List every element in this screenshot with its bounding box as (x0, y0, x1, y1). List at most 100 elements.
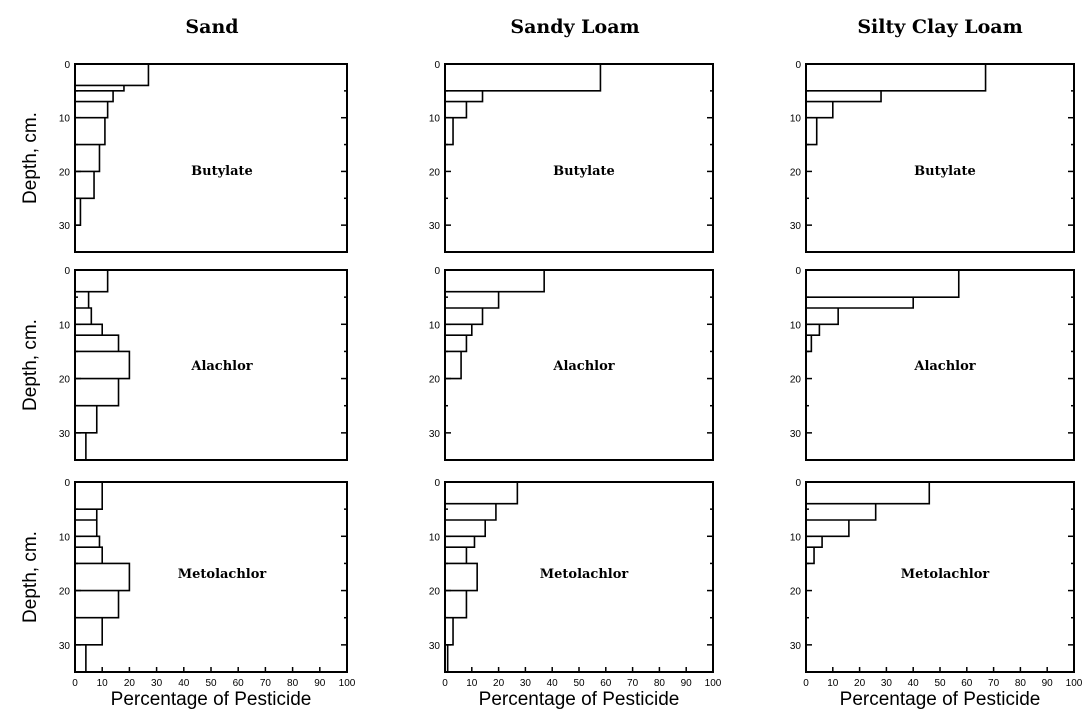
series-line-alachlor (444, 269, 545, 460)
y-tick-label: 10 (429, 320, 441, 331)
x-tick-label: 50 (934, 678, 946, 689)
x-tick-label: 40 (908, 678, 920, 689)
x-tick-label: 100 (339, 678, 356, 689)
y-axis-label-row-3: Depth, cm. (20, 531, 41, 623)
pesticide-label-metolachlor: Metolachlor (901, 567, 990, 582)
y-tick-label: 30 (790, 221, 802, 232)
y-axis-label-row-2: Depth, cm. (20, 319, 41, 411)
x-tick-label: 10 (97, 678, 109, 689)
x-tick-label: 40 (178, 678, 190, 689)
x-tick-label: 30 (881, 678, 893, 689)
plot-frame (74, 269, 348, 461)
x-tick-label: 50 (205, 678, 217, 689)
x-tick-label: 80 (1015, 678, 1027, 689)
x-axis-label: Percentage of Pesticide (111, 689, 312, 710)
series-line-metolachlor (805, 481, 931, 672)
panel-silty-clay-loam-metolachlor: 0 10 20 30 0 10 20 30 40 50 60 70 80 90 100 Metolachlor… (790, 478, 1083, 710)
y-tick-label: 30 (790, 641, 802, 652)
series-line-metolachlor (445, 481, 519, 673)
y-tick-label: 0 (795, 266, 801, 277)
x-tick-label: 80 (287, 678, 299, 689)
pesticide-label-alachlor: Alachlor (552, 359, 614, 374)
pesticide-label-alachlor: Alachlor (190, 359, 252, 374)
plot-frame (74, 63, 348, 253)
y-tick-label: 30 (429, 641, 441, 652)
y-tick-label: 0 (64, 266, 70, 277)
x-tick-label: 20 (854, 678, 866, 689)
x-tick-label: 40 (547, 678, 559, 689)
column-title-sand: Sand (185, 16, 238, 38)
y-tick-label: 20 (59, 167, 71, 178)
series-line-butylate (805, 63, 987, 252)
column-titles: Sand Sandy Loam Silty Clay Loam (185, 16, 1022, 38)
pesticide-label-metolachlor: Metolachlor (540, 567, 629, 582)
x-tick-label: 90 (1042, 678, 1054, 689)
y-tick-label: 30 (429, 429, 441, 440)
pesticide-label-alachlor: Alachlor (913, 359, 975, 374)
y-tick-label: 10 (59, 320, 71, 331)
x-tick-label: 50 (573, 678, 585, 689)
panel-sand-butylate: 0 10 20 30 Butylate (59, 60, 348, 253)
y-tick-label: 10 (429, 114, 441, 125)
x-tick-label: 70 (260, 678, 272, 689)
x-tick-label: 90 (314, 678, 326, 689)
series-line-metolachlor (75, 481, 131, 673)
y-tick-label: 10 (429, 532, 441, 543)
y-tick-label: 10 (59, 532, 71, 543)
x-tick-label: 60 (233, 678, 245, 689)
x-tick-label: 70 (988, 678, 1000, 689)
pesticide-label-butylate: Butylate (553, 164, 615, 179)
series-line-butylate (74, 63, 150, 252)
x-axis-label: Percentage of Pesticide (479, 689, 680, 710)
x-tick-label: 100 (705, 678, 722, 689)
x-tick-label: 20 (124, 678, 136, 689)
y-tick-label: 10 (790, 114, 802, 125)
y-axis-label-row-1: Depth, cm. (20, 112, 41, 204)
x-tick-label: 30 (151, 678, 163, 689)
x-tick-label: 60 (600, 678, 612, 689)
panel-silty-clay-loam-butylate: 0 10 20 30 Butylate (790, 60, 1075, 253)
panel-sandy-loam-butylate: 0 10 20 30 Butylate (429, 60, 714, 253)
x-tick-label: 100 (1066, 678, 1083, 689)
x-tick-label: 10 (466, 678, 478, 689)
y-tick-label: 20 (429, 587, 441, 598)
plot-frame (444, 63, 714, 253)
y-tick-label: 0 (434, 478, 440, 489)
y-tick-label: 0 (795, 60, 801, 71)
plot-frame (444, 269, 714, 461)
y-tick-label: 20 (59, 375, 71, 386)
pesticide-label-butylate: Butylate (191, 164, 253, 179)
x-tick-label: 0 (803, 678, 809, 689)
x-axis-label: Percentage of Pesticide (840, 689, 1041, 710)
y-tick-label: 20 (790, 375, 802, 386)
x-tick-label: 70 (627, 678, 639, 689)
x-tick-label: 10 (827, 678, 839, 689)
x-tick-label: 0 (442, 678, 448, 689)
panel-sandy-loam-metolachlor: 0 10 20 30 0 10 20 30 40 50 60 70 80 90 100 Metolachlor… (429, 478, 722, 710)
y-tick-label: 0 (434, 266, 440, 277)
y-tick-label: 0 (434, 60, 440, 71)
x-tick-label: 30 (520, 678, 532, 689)
y-tick-label: 30 (59, 429, 71, 440)
x-tick-label: 60 (961, 678, 973, 689)
y-tick-label: 30 (59, 641, 71, 652)
y-tick-label: 10 (790, 532, 802, 543)
y-tick-label: 0 (64, 60, 70, 71)
row-y-axis-labels: Depth, cm. Depth, cm. Depth, cm. (20, 112, 41, 623)
pesticide-label-metolachlor: Metolachlor (178, 567, 267, 582)
plot-frame (805, 63, 1075, 253)
series-line-alachlor (805, 269, 960, 460)
series-line-butylate (444, 63, 602, 252)
y-tick-label: 0 (795, 478, 801, 489)
column-title-silty-clay-loam: Silty Clay Loam (857, 16, 1022, 38)
y-tick-label: 30 (429, 221, 441, 232)
y-tick-label: 20 (429, 167, 441, 178)
y-tick-label: 20 (59, 587, 71, 598)
y-tick-label: 20 (790, 587, 802, 598)
y-tick-label: 30 (59, 221, 71, 232)
pesticide-label-butylate: Butylate (914, 164, 976, 179)
panel-sand-alachlor: 0 10 20 30 Alachlor (59, 266, 348, 461)
panel-sand-metolachlor: 0 10 20 30 0 10 20 30 40 50 60 70 80 90 100 Metolachlor… (59, 478, 356, 710)
y-tick-label: 20 (790, 167, 802, 178)
